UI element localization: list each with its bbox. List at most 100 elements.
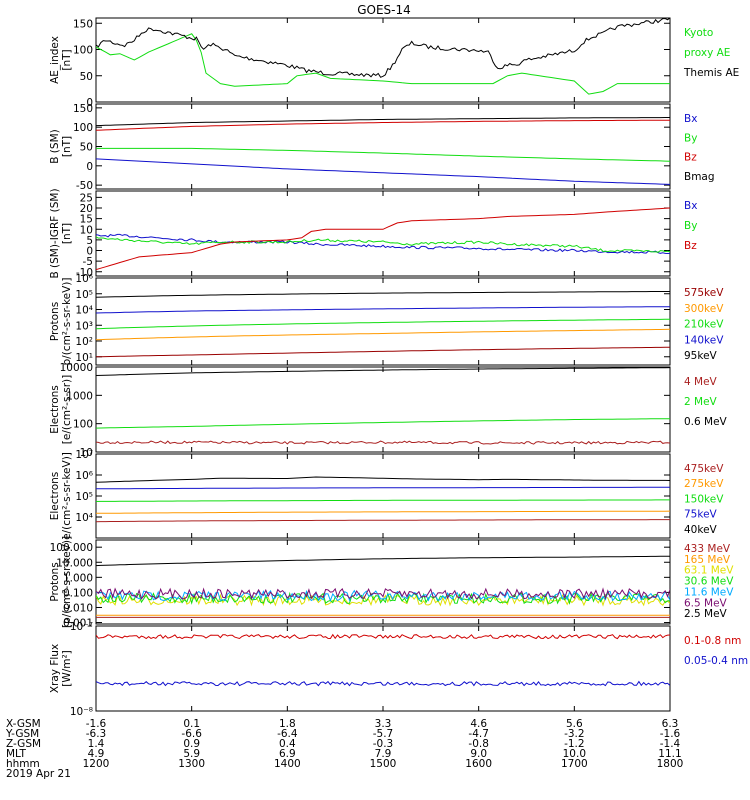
y-axis-label: Protons [p/(cm²-s-sr-keV)] (49, 536, 73, 628)
x-axis-value: 11.1 (658, 748, 681, 760)
x-axis-value: 0.4 (279, 738, 296, 750)
y-tick-label: 10¹ (75, 352, 93, 364)
legend-entry: 0.1-0.8 nm (684, 635, 741, 647)
x-axis-value: -4.7 (468, 728, 489, 740)
y-tick-label: 10.000 (56, 557, 93, 569)
x-axis-value: -6.6 (181, 728, 202, 740)
series-line-0-1-0-8-nm (96, 633, 670, 640)
y-axis-label-line1: Protons (49, 302, 61, 341)
date-label: 2019 Apr 21 (6, 768, 71, 780)
series-line-themis-ae (96, 18, 670, 78)
y-tick-label: -10 (76, 267, 93, 279)
x-axis-value: 1.8 (279, 718, 296, 730)
x-axis-value: 10.0 (563, 748, 586, 760)
legend-entry: 575keV (684, 287, 724, 299)
y-axis-label-line2: e/(cm²-s-sr-keV)] (61, 452, 73, 540)
y-axis-label-line1: Xray Flux (49, 644, 61, 693)
x-axis-value: 5.6 (566, 718, 583, 730)
x-axis-value: 1500 (370, 758, 397, 770)
y-tick-label: 10⁻⁸ (70, 706, 93, 718)
x-axis-row-label: Y-GSM (5, 728, 39, 740)
x-axis-value: -1.4 (660, 738, 681, 750)
series-line-40kev (96, 476, 670, 483)
y-tick-label: 100.000 (50, 542, 93, 554)
legend-entry: 95keV (684, 350, 718, 362)
y-tick-label: 0 (86, 161, 93, 173)
legend-entry: Bz (684, 240, 697, 252)
y-tick-label: 10 (80, 447, 93, 459)
legend-entry: 30.6 MeV (684, 576, 734, 588)
panel-protons2: 0.0010.0100.1001.00010.000100.000Protons… (49, 536, 734, 630)
x-axis-value: 4.6 (470, 718, 487, 730)
x-axis-value: 1300 (178, 758, 205, 770)
legend-entry: By (684, 132, 697, 144)
y-tick-label: 150 (73, 103, 93, 115)
panel-bsm: -50 0 50 100 150 B (SM) [nT] Bx By Bz Bmag (49, 103, 715, 192)
y-axis-label-line1: Electrons (49, 385, 61, 434)
y-tick-label: 0.100 (63, 587, 93, 599)
y-tick-label: 10⁴ (75, 305, 93, 317)
x-axis-value: -5.7 (373, 728, 394, 740)
y-tick-label: 5 (86, 235, 93, 247)
legend-entry: 2.5 MeV (684, 608, 728, 620)
x-axis-value: 1.4 (88, 738, 105, 750)
legend-entry: 0.05-0.4 nm (684, 655, 748, 667)
y-tick-label: 10² (75, 336, 93, 348)
legend-entry: By (684, 220, 697, 232)
series-line-0-6-mev (96, 367, 670, 376)
y-axis-label: Electrons [e/(cm²-s-sr)] (49, 375, 73, 444)
series-line-2-mev (96, 418, 670, 429)
x-axis-value: 4.9 (88, 748, 105, 760)
y-tick-label: 10³ (75, 320, 93, 332)
y-tick-label: 10⁶ (75, 273, 93, 285)
y-tick-label: -50 (76, 180, 93, 192)
x-axis-value: 1700 (561, 758, 588, 770)
y-tick-label: 10⁵ (75, 289, 93, 301)
legend-entry: 0.6 MeV (684, 416, 728, 428)
x-axis-value: 0.9 (183, 738, 200, 750)
y-axis-label: Electrons e/(cm²-s-sr-keV)] (49, 452, 73, 540)
series-line-575kev (96, 346, 670, 358)
x-axis-value: -3.2 (564, 728, 585, 740)
y-axis-label-line2: [nT] (61, 223, 73, 244)
x-axis-value: -6.3 (86, 728, 107, 740)
y-axis-label: AE_index [nT] (49, 36, 73, 84)
y-tick-label: 10⁵ (75, 491, 93, 503)
y-axis-label-line1: AE_index (49, 36, 61, 84)
series-line-bx (96, 233, 670, 255)
y-tick-label: 100 (73, 122, 93, 134)
y-tick-label: 0.001 (63, 618, 93, 630)
y-axis-label: B (SM) [nT] (49, 129, 73, 163)
y-tick-label: 25 (80, 192, 93, 204)
y-tick-label: 15 (80, 214, 93, 226)
x-axis-value: -6.4 (277, 728, 298, 740)
x-axis-value: 5.9 (183, 748, 200, 760)
series-line-0-05-0-4-nm (96, 680, 670, 687)
series-line-bx (96, 158, 670, 185)
legend-entry: 6.5 MeV (684, 597, 728, 609)
y-tick-label: -5 (83, 256, 93, 268)
y-axis-label: Xray Flux [W/m²] (49, 644, 73, 693)
series-line-210kev (96, 318, 670, 330)
y-tick-label: 10 (80, 224, 93, 236)
x-axis-row-label: Z-GSM (6, 738, 41, 750)
series-line-140kev (96, 306, 670, 314)
x-axis-value: 0.1 (183, 718, 200, 730)
series-line-by (96, 147, 670, 162)
series-line-150kev (96, 499, 670, 502)
y-axis-label-line1: Protons (49, 562, 61, 601)
x-axis-value: 1200 (83, 758, 110, 770)
legend-entry: 63.1 MeV (684, 565, 734, 577)
y-axis-label-line2: [W/m²] (61, 650, 73, 687)
legend-entry: 210keV (684, 319, 724, 331)
x-axis-value: -1.6 (660, 728, 681, 740)
y-axis-label-line2: [p/(cm²-s-sr-keV)] (61, 536, 73, 628)
y-tick-label: 50 (80, 142, 93, 154)
legend-entry: 2 MeV (684, 396, 718, 408)
panel-frame (95, 103, 671, 190)
legend-entry: 165 MeV (684, 554, 731, 566)
